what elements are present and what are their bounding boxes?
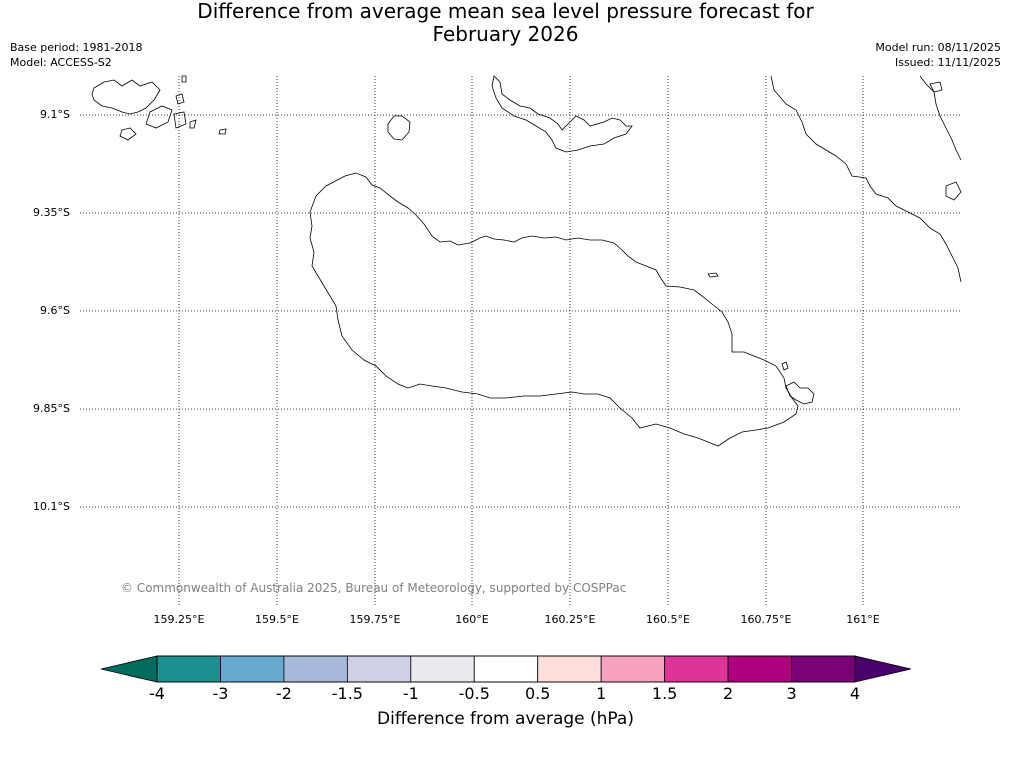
colorbar-tick-label: -3 xyxy=(212,684,229,703)
coastline-islet xyxy=(175,93,185,105)
colorbar-tick-label: -2 xyxy=(275,684,292,703)
title-line-2: February 2026 xyxy=(432,22,579,46)
colorbar-segment xyxy=(791,655,856,683)
lat-label: 10.1°S xyxy=(33,500,70,513)
colorbar-over-triangle xyxy=(854,655,912,683)
colorbar-segment xyxy=(346,655,412,683)
colorbar-tick-label: -1.5 xyxy=(331,684,363,703)
meta-right: Model run: 08/11/2025 Issued: 11/11/2025 xyxy=(875,40,1001,70)
lon-label: 160.5°E xyxy=(646,613,690,626)
colorbar-tick-label: -0.5 xyxy=(458,684,490,703)
coastline-savo xyxy=(387,115,411,141)
colorbar-tick-label: -4 xyxy=(149,684,165,703)
coastline-islet xyxy=(218,128,227,135)
coastline-islet xyxy=(785,381,815,405)
title-line-1: Difference from average mean sea level p… xyxy=(197,0,814,23)
colorbar-segment xyxy=(537,655,602,683)
lat-label: 9.6°S xyxy=(40,304,70,317)
meta-left: Base period: 1981-2018 Model: ACCESS-S2 xyxy=(10,40,142,70)
colorbar-segment xyxy=(220,655,285,683)
lon-label: 159.25°E xyxy=(153,613,205,626)
model-name: Model: ACCESS-S2 xyxy=(10,56,112,69)
lon-label: 161°E xyxy=(846,613,880,626)
colorbar-tick-label: -1 xyxy=(402,684,419,703)
colorbar-segment xyxy=(600,655,666,683)
coastline-malaita xyxy=(770,75,962,283)
colorbar-tick-label: 1.5 xyxy=(651,684,678,703)
issued-date: Issued: 11/11/2025 xyxy=(894,56,1001,69)
colorbar-segment xyxy=(727,655,792,683)
coastline-islet xyxy=(945,181,962,201)
coastline-islet xyxy=(181,75,187,83)
coastline-islet xyxy=(929,81,943,93)
coastlines xyxy=(91,75,962,447)
chart-title: Difference from average mean sea level p… xyxy=(0,0,1011,46)
coastline-islet xyxy=(173,111,187,129)
colorbar-tick-label: 1 xyxy=(596,684,607,703)
colorbar-tick-label: 2 xyxy=(722,684,734,703)
coastline-islet xyxy=(119,127,137,141)
lat-label: 9.85°S xyxy=(33,402,70,415)
colorbar-segment xyxy=(283,655,348,683)
coastline-nggela xyxy=(491,75,633,153)
colorbar-tick-label: 3 xyxy=(786,684,797,703)
colorbar-label: Difference from average (hPa) xyxy=(377,709,634,729)
lon-label: 160°E xyxy=(455,613,489,626)
base-period: Base period: 1981-2018 xyxy=(10,41,143,54)
colorbar-tick-label: 0.5 xyxy=(524,684,551,703)
lon-label: 159.75°E xyxy=(349,613,401,626)
colorbar-segment xyxy=(473,655,539,683)
lat-label: 9.1°S xyxy=(40,108,70,121)
colorbar-under-triangle xyxy=(100,655,158,683)
colorbar xyxy=(100,655,912,683)
coastline-islet xyxy=(145,105,173,129)
colorbar-segment xyxy=(156,655,221,683)
colorbar-segment xyxy=(410,655,475,683)
gridlines xyxy=(80,76,961,605)
lat-label: 9.35°S xyxy=(33,206,70,219)
coastline-islet xyxy=(189,119,197,129)
lon-label: 159.5°E xyxy=(255,613,299,626)
lon-label: 160.25°E xyxy=(544,613,596,626)
coastline-islet xyxy=(781,361,789,371)
copyright-notice: © Commonwealth of Australia 2025, Bureau… xyxy=(121,581,627,595)
model-run: Model run: 08/11/2025 xyxy=(875,41,1001,54)
colorbar-segments xyxy=(156,655,856,683)
coastline-islet xyxy=(707,272,719,278)
colorbar-outline xyxy=(156,655,856,683)
coastline-malaita-north xyxy=(919,75,962,161)
colorbar-segment xyxy=(664,655,729,683)
coastline-russell xyxy=(91,79,161,115)
colorbar-tick-label: 4 xyxy=(849,684,861,703)
coastline-guadalcanal xyxy=(309,172,799,447)
lon-label: 160.75°E xyxy=(740,613,792,626)
